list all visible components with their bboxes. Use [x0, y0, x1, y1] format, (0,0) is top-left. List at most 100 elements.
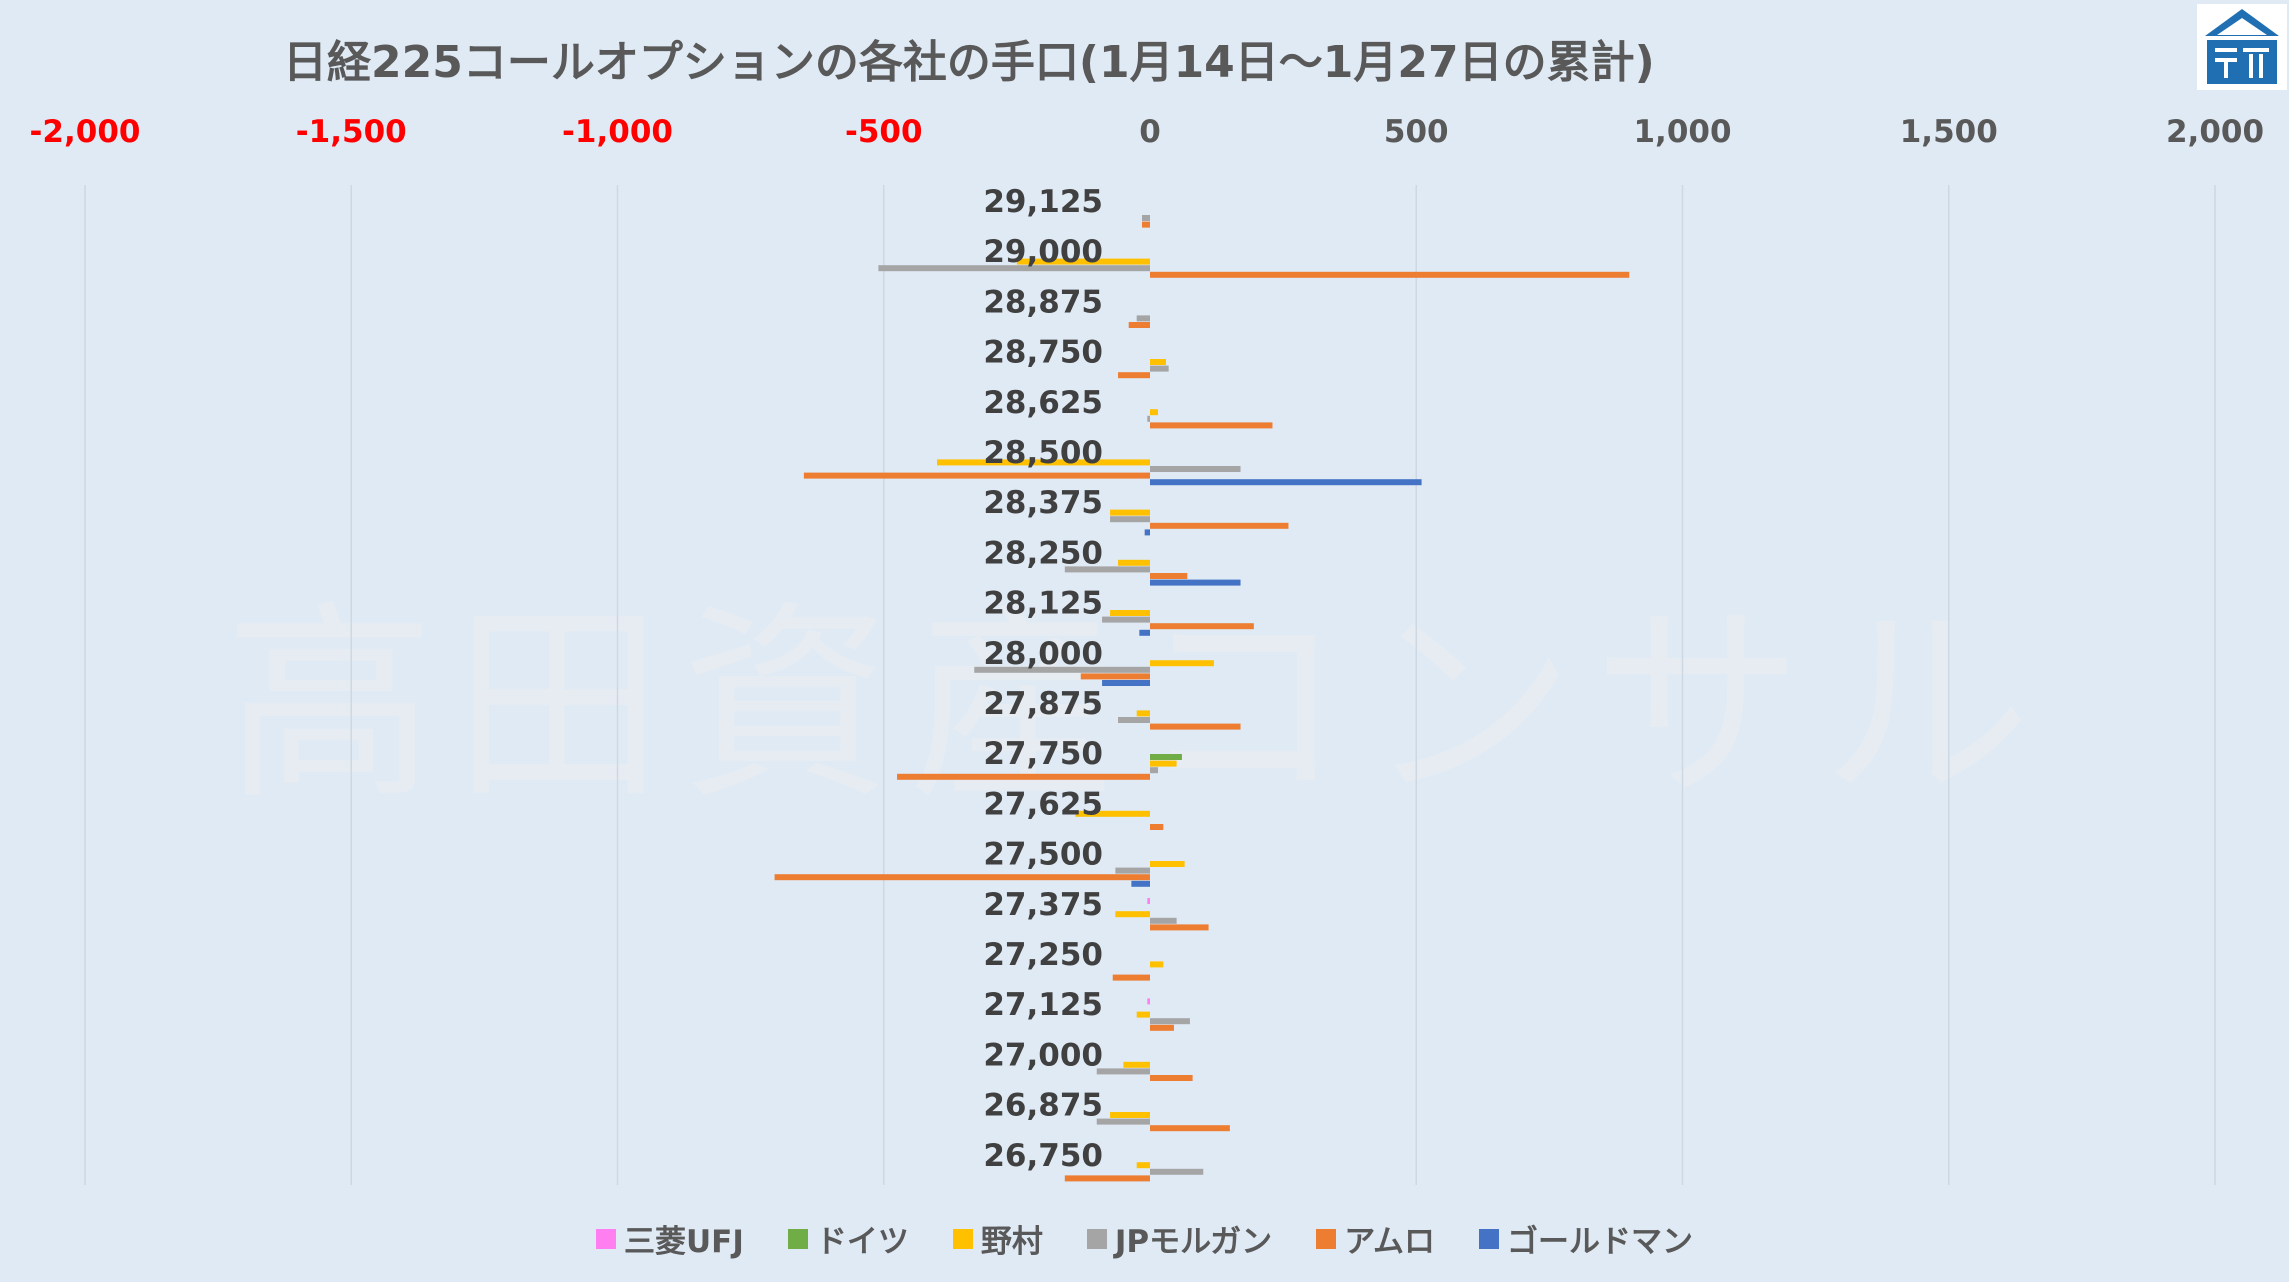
bar [1102, 680, 1150, 686]
x-axis-ticks: -2,000 -1,500 -1,000 -500 0 500 1,000 1,500 2,00… [30, 114, 2264, 150]
legend-item: アムロ [1316, 1216, 1435, 1261]
gridlines [84, 185, 2216, 1185]
bar [774, 874, 1150, 881]
y-category-label: 27,750 [983, 736, 1103, 772]
bar [1150, 422, 1273, 429]
bar [1150, 359, 1166, 365]
legend-item: JPモルガン [1086, 1216, 1272, 1261]
bar [1115, 911, 1150, 918]
bar [1150, 824, 1164, 830]
bar [1150, 466, 1241, 472]
bar [1136, 710, 1150, 717]
bar [1150, 917, 1177, 924]
legend-swatch [787, 1228, 808, 1249]
bar [897, 773, 1150, 780]
bar [1150, 754, 1182, 760]
bar [1150, 479, 1422, 486]
bar [878, 265, 1150, 272]
bar [1150, 660, 1214, 667]
y-category-label: 26,750 [983, 1138, 1103, 1174]
x-tick-label: -500 [845, 114, 923, 150]
legend-item: 三菱UFJ [595, 1216, 744, 1261]
bar [1144, 529, 1150, 536]
y-axis-labels: 29,125 29,000 28,875 28,750 28,625 28,500 28,3… [983, 184, 1103, 1174]
legend-swatch [1316, 1228, 1337, 1249]
bar [1102, 616, 1150, 623]
legend-label: ゴールドマン [1507, 1224, 1694, 1260]
bar [1150, 271, 1630, 278]
y-category-label: 28,625 [983, 385, 1103, 421]
bar [1136, 315, 1150, 322]
legend-label: 三菱UFJ [623, 1224, 744, 1260]
y-category-label: 27,125 [983, 987, 1103, 1023]
bar [1142, 215, 1150, 221]
bar [1136, 1011, 1150, 1018]
x-tick-label: -2,000 [30, 114, 141, 150]
bar [1080, 673, 1150, 680]
y-category-label: 28,250 [983, 535, 1103, 571]
x-tick-label: 1,000 [1633, 114, 1731, 150]
legend-item: ゴールドマン [1479, 1216, 1693, 1261]
y-category-label: 27,500 [983, 837, 1103, 873]
bar [1142, 221, 1150, 228]
bar [1150, 573, 1188, 579]
bar [1064, 1175, 1150, 1182]
y-category-label: 27,000 [983, 1037, 1103, 1073]
bar [1150, 409, 1158, 416]
bar [1123, 1061, 1150, 1068]
y-category-label: 27,625 [983, 786, 1103, 822]
bar [1150, 861, 1185, 867]
bar [1150, 924, 1209, 931]
bar [1150, 365, 1169, 372]
bar [1147, 998, 1150, 1005]
x-tick-label: 1,500 [1900, 114, 1998, 150]
x-tick-label: 2,000 [2166, 114, 2264, 150]
bar [1112, 974, 1150, 981]
bar [1150, 767, 1158, 774]
bar [1110, 610, 1150, 616]
bar [1150, 1125, 1230, 1132]
y-category-label: 28,125 [983, 586, 1103, 622]
bar [1150, 723, 1241, 730]
watermark-text: 高田資産コンサル [225, 583, 2050, 828]
legend-swatch [595, 1228, 616, 1249]
y-category-label: 27,875 [983, 686, 1103, 722]
bar [1016, 258, 1150, 265]
y-category-label: 28,000 [983, 636, 1103, 672]
bar [1147, 415, 1150, 422]
bar [1131, 880, 1150, 887]
y-category-label: 26,875 [983, 1088, 1103, 1124]
legend-label: アムロ [1344, 1224, 1436, 1260]
bar [1110, 1112, 1150, 1118]
bar [1115, 867, 1150, 874]
y-category-label: 28,375 [983, 485, 1103, 521]
bar [1096, 1118, 1150, 1125]
bar [1150, 579, 1241, 586]
bar [1150, 760, 1177, 767]
bar [1150, 1168, 1204, 1175]
bar [1150, 961, 1164, 968]
bars [774, 215, 1630, 1182]
y-category-label: 29,000 [983, 234, 1103, 270]
bar [1118, 717, 1150, 723]
bar [1150, 1075, 1193, 1081]
legend-item: 野村 [952, 1216, 1043, 1261]
legend-swatch [1479, 1228, 1500, 1249]
x-tick-label: -1,500 [296, 114, 407, 150]
y-category-label: 28,750 [983, 335, 1103, 371]
bar [803, 472, 1150, 479]
bar [1096, 1068, 1150, 1075]
bar [937, 459, 1150, 466]
bar [1150, 1024, 1174, 1031]
legend-swatch [1086, 1228, 1107, 1249]
legend-label: ドイツ [815, 1224, 909, 1260]
legend: 三菱UFJ ドイツ 野村 JPモルガン アムロ ゴールドマン [0, 1216, 2289, 1261]
y-category-label: 27,375 [983, 887, 1103, 923]
bar [1150, 623, 1254, 630]
bar [1118, 372, 1150, 379]
legend-swatch [952, 1228, 973, 1249]
bar [1110, 516, 1150, 523]
bar [1147, 898, 1150, 904]
bar [1150, 1018, 1190, 1025]
